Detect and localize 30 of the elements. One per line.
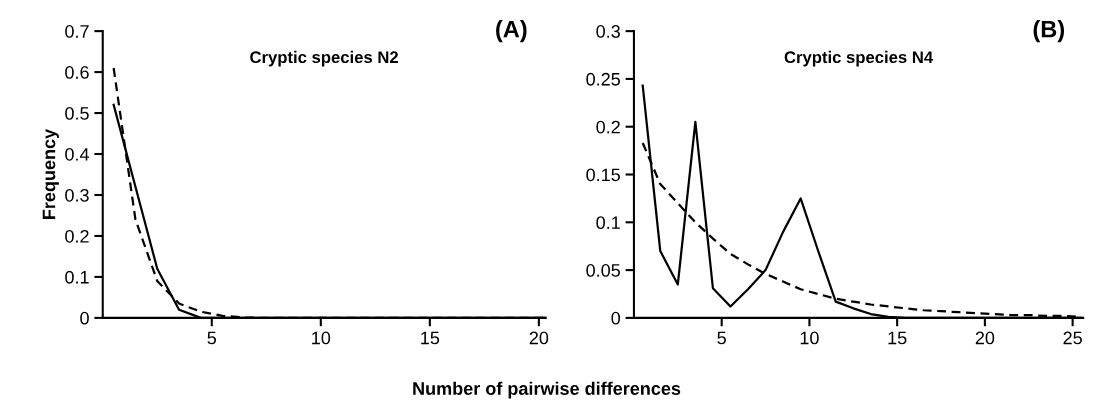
y-tick-label: 0.4: [65, 147, 90, 161]
y-tick-label: 0.3: [65, 188, 89, 202]
x-tick-label: 5: [717, 331, 726, 345]
y-tick-label: 0.7: [65, 25, 89, 38]
x-tick-label: 10: [800, 331, 819, 345]
y-tick-label: 0: [611, 311, 621, 325]
y-tick-label: 0.3: [596, 25, 620, 38]
x-tick-label: 20: [975, 331, 995, 345]
y-tick-label: 0.5: [65, 106, 89, 120]
y-tick-label: 0.1: [596, 216, 620, 230]
y-tick-label: 0.05: [586, 264, 620, 277]
x-tick-label: 15: [888, 331, 907, 345]
y-tick-label: 0.2: [65, 229, 89, 243]
text: Cryptic species N4: [784, 50, 934, 67]
y-tick-label: 0: [80, 311, 89, 325]
x-axis-title: Number of pairwise differences: [413, 381, 681, 399]
annotation: (A): [496, 20, 527, 43]
x-tick-label: 20: [529, 331, 549, 345]
x-tick-label: 5: [207, 331, 217, 345]
x-tick-label: 10: [312, 331, 331, 345]
y-axis-title: Frequency: [42, 128, 59, 219]
y-tick-label: 0.15: [586, 168, 620, 182]
x-tick-label: 25: [1063, 331, 1082, 345]
y-tick-label: 0.2: [596, 120, 620, 134]
text: Cryptic species N2: [250, 50, 398, 67]
y-tick-label: 0.6: [65, 66, 89, 79]
y-tick-label: 0.25: [586, 72, 620, 86]
y-tick-label: 0.1: [65, 270, 89, 284]
annotation: (B): [1033, 20, 1065, 43]
x-tick-label: 15: [421, 331, 440, 345]
